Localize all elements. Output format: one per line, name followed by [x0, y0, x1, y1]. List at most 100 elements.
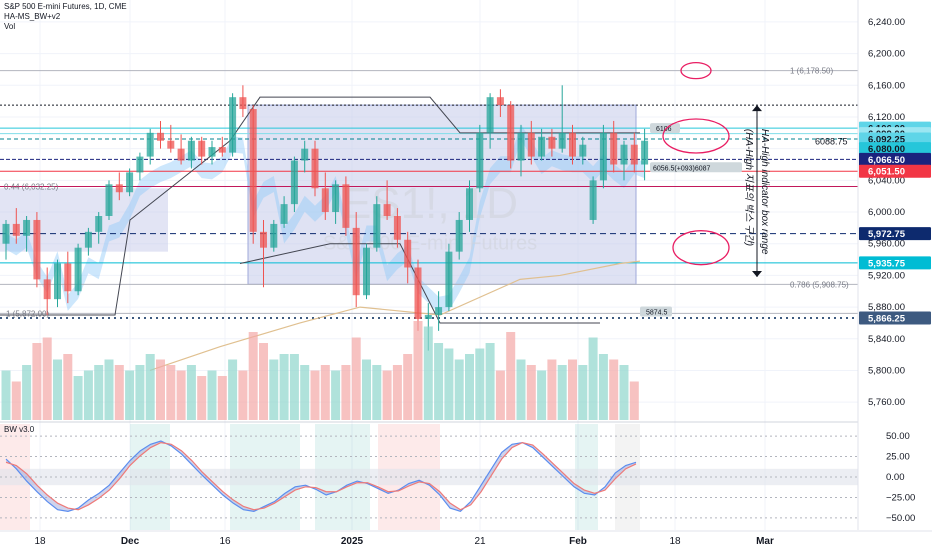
candle-body[interactable]: [538, 136, 546, 157]
oscillator-tick-label: 50.00: [886, 431, 910, 442]
candle-body[interactable]: [383, 204, 391, 216]
oscillator-tick-label: 0.00: [886, 472, 905, 483]
symbol-legend[interactable]: S&P 500 E-mini Futures, 1D, CME: [4, 2, 127, 11]
candle-body[interactable]: [115, 184, 123, 193]
candle-body[interactable]: [455, 219, 463, 252]
candle-body[interactable]: [280, 204, 288, 224]
price-badge[interactable]: [859, 152, 931, 166]
candle-body[interactable]: [208, 147, 216, 157]
candle-body[interactable]: [146, 132, 154, 157]
volume-bar: [259, 343, 268, 420]
volume-bar: [444, 348, 454, 420]
candle-body[interactable]: [558, 132, 566, 149]
volume-bar: [156, 359, 165, 420]
candle-body[interactable]: [404, 239, 412, 268]
annotation-circle-mid: [662, 118, 730, 154]
candle-body[interactable]: [270, 223, 278, 248]
candle-body[interactable]: [393, 216, 401, 240]
candle-body[interactable]: [74, 247, 82, 292]
volume-bar: [1, 370, 11, 420]
candle-body[interactable]: [517, 132, 525, 161]
candle-body[interactable]: [177, 148, 185, 161]
volume-bar: [279, 354, 289, 420]
candle-body[interactable]: [218, 147, 226, 153]
price-badge[interactable]: [859, 256, 931, 270]
candle-body[interactable]: [445, 251, 453, 308]
candle-body[interactable]: [126, 172, 134, 193]
volume-bar: [506, 332, 516, 420]
volume-bar: [434, 343, 444, 420]
candle-body[interactable]: [43, 279, 51, 300]
price-badge-label: 5,972.75: [868, 229, 906, 240]
candle-body[interactable]: [435, 307, 443, 316]
candle-body[interactable]: [579, 144, 587, 157]
volume-bar: [73, 376, 83, 420]
fib-mid-label: 0.44 (6,032.25): [4, 182, 59, 191]
candle-body[interactable]: [414, 267, 422, 319]
candle-body[interactable]: [260, 231, 267, 248]
volume-bar: [588, 337, 598, 420]
candle-body[interactable]: [54, 263, 61, 300]
indicator-legend[interactable]: HA-MS_BW+v2: [4, 12, 61, 21]
candle-body[interactable]: [589, 180, 597, 220]
candle-body[interactable]: [239, 97, 247, 110]
price-badge-label: 6,092.25: [868, 134, 906, 145]
candle-body[interactable]: [23, 219, 31, 236]
candle-body[interactable]: [548, 136, 556, 149]
volume-bar: [32, 343, 42, 420]
candle-body[interactable]: [249, 109, 257, 232]
price-tick-label: 5,760.00: [868, 397, 905, 408]
price-tick-label: 5,880.00: [868, 302, 905, 313]
candle-body[interactable]: [610, 132, 618, 165]
candle-body[interactable]: [2, 223, 10, 244]
candle-body[interactable]: [157, 132, 164, 141]
candle-body[interactable]: [373, 204, 381, 248]
candle-body[interactable]: [641, 140, 649, 165]
candle-body[interactable]: [198, 140, 206, 157]
price-tick-label: 5,960.00: [868, 239, 905, 250]
level-5874-label: 5874.5: [646, 309, 668, 316]
candle-body[interactable]: [496, 97, 504, 106]
candle-body[interactable]: [466, 188, 473, 220]
volume-legend[interactable]: Vol: [4, 22, 16, 31]
candle-body[interactable]: [229, 97, 237, 153]
candle-body[interactable]: [486, 97, 494, 133]
candle-body[interactable]: [342, 184, 350, 228]
candle-body[interactable]: [527, 132, 535, 157]
price-badge[interactable]: [859, 142, 931, 156]
price-badge[interactable]: [859, 164, 931, 178]
candle-body[interactable]: [476, 132, 484, 189]
price-tick-label: 6,000.00: [868, 207, 905, 218]
candle-body[interactable]: [569, 132, 576, 157]
volume-bar: [485, 343, 495, 420]
oscillator-legend[interactable]: BW v3.0: [4, 425, 35, 434]
price-badge[interactable]: [859, 311, 931, 325]
candle-body[interactable]: [352, 227, 360, 296]
price-axis-area: [858, 0, 932, 550]
candle-body[interactable]: [12, 223, 20, 236]
candle-body[interactable]: [363, 247, 370, 296]
candle-body[interactable]: [301, 148, 309, 161]
price-badge[interactable]: [859, 227, 931, 241]
candle-body[interactable]: [507, 105, 515, 161]
candle-body[interactable]: [290, 160, 298, 205]
candle-body[interactable]: [630, 144, 638, 165]
candle-body[interactable]: [136, 156, 144, 173]
candle-body[interactable]: [332, 184, 340, 213]
candle-body[interactable]: [95, 216, 103, 232]
candle-body[interactable]: [167, 140, 175, 149]
candle-body[interactable]: [599, 132, 607, 181]
candle-body[interactable]: [311, 148, 319, 189]
candle-body[interactable]: [64, 263, 72, 292]
price-badge-label: 5,935.75: [868, 258, 906, 269]
candle-body[interactable]: [424, 315, 432, 319]
candle-body[interactable]: [84, 231, 92, 248]
price-badge-label: 6,080.00: [868, 144, 905, 155]
candle-body[interactable]: [620, 144, 628, 165]
candle-body[interactable]: [321, 188, 329, 213]
candle-body[interactable]: [105, 184, 113, 216]
candle-body[interactable]: [33, 219, 41, 280]
candle-body[interactable]: [187, 140, 195, 161]
